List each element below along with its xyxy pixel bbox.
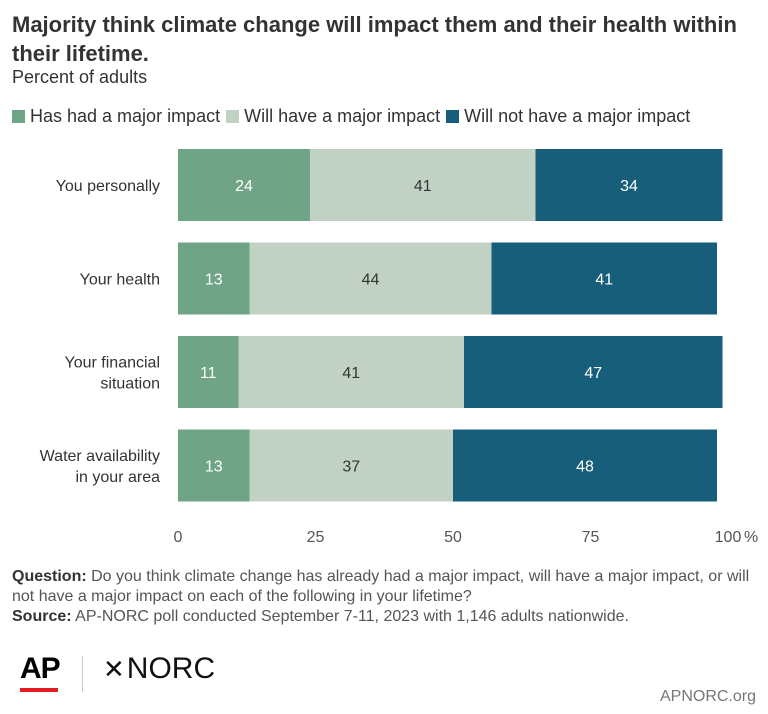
- x-tick-label: 100: [715, 529, 742, 546]
- chart-title: Majority think climate change will impac…: [12, 12, 737, 66]
- source-text: AP-NORC poll conducted September 7-11, 2…: [75, 608, 629, 625]
- bar-value-label: 13: [205, 459, 223, 476]
- ap-logo: AP: [20, 652, 61, 685]
- bar-value-label: 37: [342, 459, 360, 476]
- bar-value-label: 34: [620, 178, 638, 195]
- chart-subtitle: Percent of adults: [12, 67, 148, 87]
- x-tick-label: 25: [307, 529, 325, 546]
- source-note: Source: AP-NORC poll conducted September…: [12, 607, 757, 627]
- x-tick-label: 75: [582, 529, 600, 546]
- chart-legend: Has had a major impact Will have a major…: [12, 106, 696, 127]
- bar-segment: [310, 149, 536, 221]
- bar-segment: [178, 242, 250, 315]
- norc-logo: ✕NORC: [103, 652, 215, 686]
- legend-swatch-will: [226, 110, 240, 123]
- logo-divider: [82, 656, 83, 692]
- category-label: Your financial situation: [65, 355, 160, 393]
- stacked-bar-chart: 24 41 34 You personally 13 44 41 Your health 11 4…: [40, 149, 758, 546]
- bar-segment: [178, 149, 310, 221]
- x-tick-label: 50: [444, 529, 462, 546]
- bar-value-label: 41: [414, 178, 432, 195]
- legend-label-will: Will have a major impact: [244, 106, 441, 126]
- bar-value-label: 48: [576, 459, 594, 476]
- bar-value-label: 41: [342, 365, 360, 382]
- question-text: Do you think climate change has already …: [12, 568, 750, 605]
- site-url: APNORC.org: [659, 688, 756, 705]
- bar-segment: [238, 336, 464, 408]
- category-label: You personally: [56, 178, 160, 195]
- bar-segment: [535, 149, 723, 221]
- source-label: Source:: [12, 608, 72, 625]
- legend-label-will-not: Will not have a major impact: [464, 106, 691, 126]
- norc-star-icon: ✕: [103, 654, 125, 684]
- bar-segment: [249, 242, 492, 315]
- bar-value-label: 13: [205, 272, 223, 289]
- bar-value-label: 44: [362, 272, 380, 289]
- legend-label-had: Has had a major impact: [30, 106, 221, 126]
- chart-footnote: Question: Do you think climate change ha…: [12, 567, 757, 627]
- category-label: Your health: [80, 272, 160, 289]
- question-label: Question:: [12, 568, 87, 585]
- legend-item-had: Has had a major impact: [12, 106, 220, 127]
- legend-swatch-had: [12, 110, 25, 123]
- bar-segment: [178, 336, 239, 408]
- bar-value-label: 11: [200, 365, 217, 382]
- norc-logo-text: NORC: [126, 652, 216, 685]
- bar-value-label: 47: [584, 365, 602, 382]
- legend-swatch-will-not: [446, 110, 460, 123]
- bar-segment: [491, 242, 717, 315]
- category-label: Water availability in your area: [40, 448, 160, 486]
- bar-segment: [249, 429, 453, 502]
- ap-logo-underline: [20, 688, 58, 692]
- legend-item-will-not: Will not have a major impact: [446, 106, 690, 127]
- bar-segment: [453, 429, 717, 502]
- bar-value-label: 24: [235, 178, 253, 195]
- bar-segment: [464, 336, 723, 408]
- bar-value-label: 41: [595, 272, 613, 289]
- x-unit-label: %: [744, 529, 758, 546]
- bar-segment: [178, 429, 250, 502]
- x-tick-label: 0: [174, 529, 183, 546]
- legend-item-will: Will have a major impact: [226, 106, 440, 127]
- question-note: Question: Do you think climate change ha…: [12, 567, 757, 607]
